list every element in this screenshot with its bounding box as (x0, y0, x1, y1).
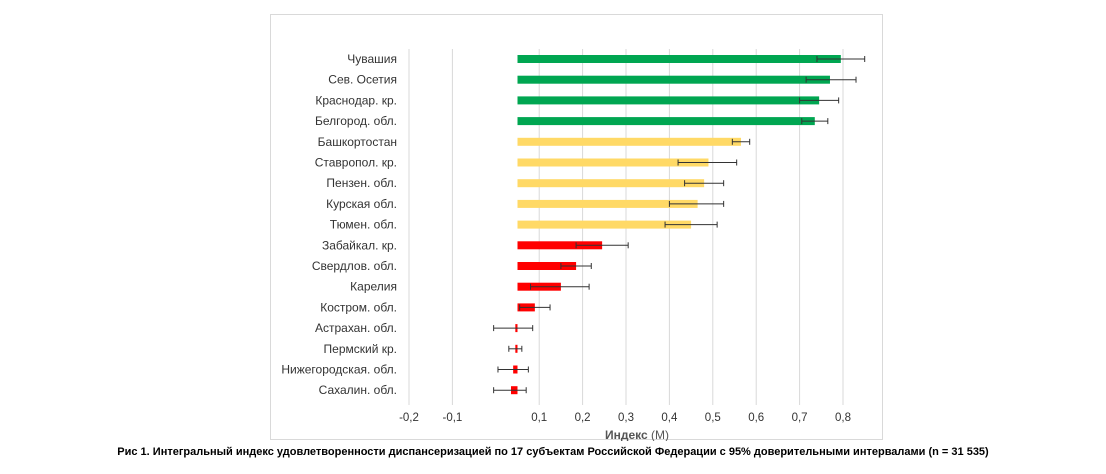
error-bar (731, 138, 751, 145)
error-bar (684, 180, 725, 187)
category-label: Тюмен. обл. (330, 218, 397, 232)
bar (517, 55, 841, 63)
error-bar (560, 263, 592, 269)
chart-frame: Чувашия Сев. Осетия Краснодар. кр. Белгород… (270, 14, 883, 441)
bar (517, 75, 830, 84)
category-label: Сахалин. обл. (319, 383, 397, 397)
error-bar (664, 221, 718, 228)
category-label: Карелия (350, 280, 397, 294)
bar (517, 199, 698, 208)
error-bar (493, 387, 527, 394)
category-label: Краснодар. кр. (315, 93, 397, 107)
error-bar (497, 366, 529, 373)
bar (517, 117, 815, 126)
x-axis-title: Индекс (М) (605, 428, 669, 441)
category-label: Белгород. обл. (315, 114, 397, 128)
x-tick-label: -0,1 (442, 412, 462, 424)
bar (517, 262, 577, 270)
error-bar (519, 304, 551, 311)
bar (517, 96, 820, 105)
figure-caption: Рис 1. Интегральный индекс удовлетворенн… (117, 446, 989, 458)
x-tick-label: 0,2 (575, 412, 591, 424)
category-label: Чувашия (347, 52, 397, 66)
bar-chart: Чувашия Сев. Осетия Краснодар. кр. Белгород… (281, 49, 866, 441)
category-label: Пермский кр. (324, 342, 397, 356)
error-bar (799, 97, 840, 104)
error-bar (575, 242, 629, 249)
error-bar (508, 345, 523, 352)
x-tick-label: 0,5 (705, 412, 721, 424)
category-label: Свердлов. обл. (312, 259, 397, 273)
category-label: Сев. Осетия (328, 73, 397, 87)
bar (517, 220, 692, 229)
x-tick-label: 0,7 (792, 412, 808, 424)
error-bar (530, 283, 590, 290)
x-tick-label: 0,3 (618, 412, 634, 424)
x-axis-title-bold: Индекс (605, 428, 648, 441)
bar (517, 241, 603, 250)
category-label: Ставропол. кр. (315, 156, 397, 170)
bar (517, 158, 709, 167)
category-label: Пензен. обл. (326, 176, 397, 190)
error-bar (805, 76, 857, 83)
x-tick-label: 0,8 (835, 412, 851, 424)
category-label: Костром. обл. (320, 300, 397, 314)
x-tick-label: 0,6 (748, 412, 764, 424)
category-label: Курская обл. (326, 197, 397, 211)
x-tick-label: -0,2 (399, 412, 419, 424)
category-label: Башкортостан (318, 135, 397, 149)
error-bar (816, 56, 866, 62)
x-tick-label: 0,1 (531, 412, 547, 424)
x-axis-title-unit: (М) (648, 428, 669, 441)
category-label: Забайкал. кр. (322, 238, 397, 252)
error-bar (493, 325, 534, 332)
error-bar (801, 118, 829, 125)
bar (517, 179, 705, 188)
error-bar (677, 159, 738, 166)
x-tick-label: 0,4 (661, 412, 678, 424)
error-bar (668, 200, 725, 207)
category-label: Астрахан. обл. (315, 321, 397, 335)
category-label: Нижегородская. обл. (281, 363, 397, 377)
bar (517, 137, 742, 146)
